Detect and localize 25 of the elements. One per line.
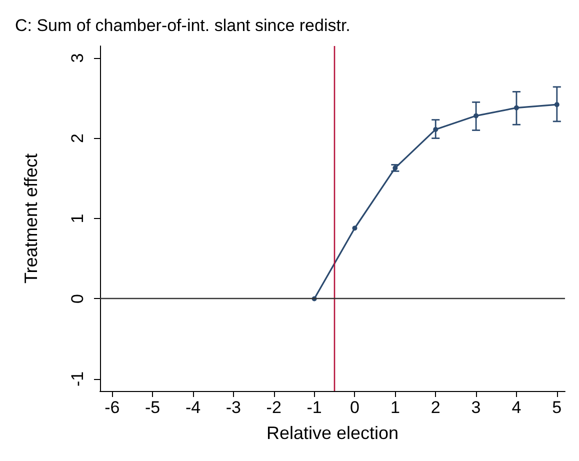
x-tick-label: -6 [104, 398, 120, 417]
y-tick-label: 2 [68, 134, 87, 143]
point [554, 102, 560, 108]
x-tick-label: 0 [350, 398, 360, 417]
x-tick-label: 1 [390, 398, 400, 417]
x-tick-label: -4 [185, 398, 201, 417]
y-tick-label: 3 [68, 53, 87, 63]
point [474, 113, 479, 118]
y-tick-label: 0 [68, 294, 87, 304]
y-axis-title: Treatment effect [21, 153, 41, 284]
x-tick-label: 3 [471, 398, 481, 417]
point [352, 226, 358, 231]
x-tick-label: -1 [306, 398, 322, 417]
x-tick-label: -3 [226, 398, 241, 417]
y-tick-label: -1 [68, 371, 87, 387]
x-tick-label: 5 [552, 398, 562, 417]
y-tick-label: 1 [68, 214, 87, 224]
chart-title: C: Sum of chamber-of-int. slant since redistr. [15, 16, 350, 35]
x-tick-label: 4 [512, 398, 522, 417]
point [514, 105, 519, 110]
x-tick-label: 2 [430, 398, 440, 417]
x-axis-title: Relative election [266, 423, 399, 443]
x-tick-label: -5 [145, 398, 160, 417]
point [433, 126, 438, 132]
x-tick-label: -2 [266, 398, 282, 417]
